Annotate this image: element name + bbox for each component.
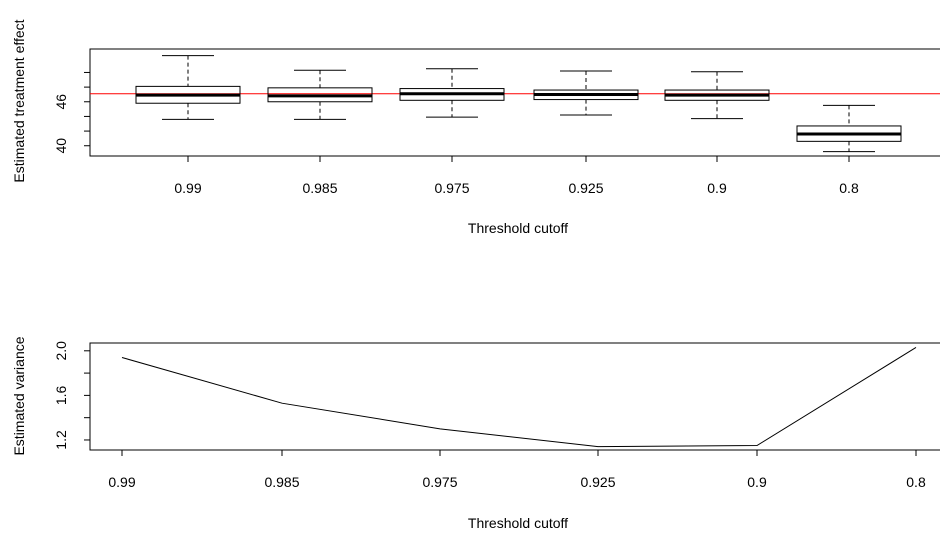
boxplot-panel: 40 46 0.99 0.985 0.975 0.925 0.9 0.8 Threshold… — [11, 19, 940, 236]
x-tick-label: 0.975 — [434, 180, 469, 196]
boxplot-x-axis-title: Threshold cutoff — [468, 220, 568, 236]
box-0.985 — [267, 69, 373, 120]
y-tick-label: 40 — [53, 138, 69, 154]
box-0.9 — [664, 71, 770, 120]
boxplot-y-axis-title: Estimated treatment effect — [11, 19, 27, 182]
y-tick-label: 46 — [53, 94, 69, 110]
x-tick-label: 0.925 — [580, 474, 615, 490]
x-tick-label: 0.985 — [302, 180, 337, 196]
x-tick-label: 0.99 — [174, 180, 201, 196]
line-panel: 1.2 1.6 2.0 0.99 0.985 0.975 0.925 0.9 0.8 Thre… — [11, 336, 940, 531]
y-tick-label: 1.2 — [53, 430, 69, 450]
box-0.99 — [135, 55, 241, 120]
x-tick-label: 0.9 — [707, 180, 727, 196]
line-x-axis-title: Threshold cutoff — [468, 515, 568, 531]
x-tick-label: 0.99 — [108, 474, 135, 490]
line-plot-frame — [89, 342, 940, 451]
box-0.8 — [796, 104, 902, 153]
y-tick-label: 2.0 — [53, 341, 69, 361]
boxes-group — [135, 55, 902, 153]
boxplot-y-axis: 40 46 — [53, 71, 90, 154]
y-tick-label: 1.6 — [53, 385, 69, 405]
variance-line — [121, 347, 917, 448]
x-tick-label: 0.8 — [906, 474, 926, 490]
line-y-axis: 1.2 1.6 2.0 — [53, 341, 90, 450]
box-0.975 — [399, 68, 505, 118]
x-tick-label: 0.925 — [568, 180, 603, 196]
line-y-axis-title: Estimated variance — [11, 336, 27, 455]
boxplot-x-axis: 0.99 0.985 0.975 0.925 0.9 0.8 — [174, 156, 859, 196]
x-tick-label: 0.985 — [264, 474, 299, 490]
box-0.925 — [533, 70, 639, 116]
line-x-axis: 0.99 0.985 0.975 0.925 0.9 0.8 — [108, 450, 926, 490]
x-tick-label: 0.975 — [422, 474, 457, 490]
x-tick-label: 0.9 — [747, 474, 767, 490]
x-tick-label: 0.8 — [839, 180, 859, 196]
boxplot-plot-frame — [89, 48, 940, 157]
